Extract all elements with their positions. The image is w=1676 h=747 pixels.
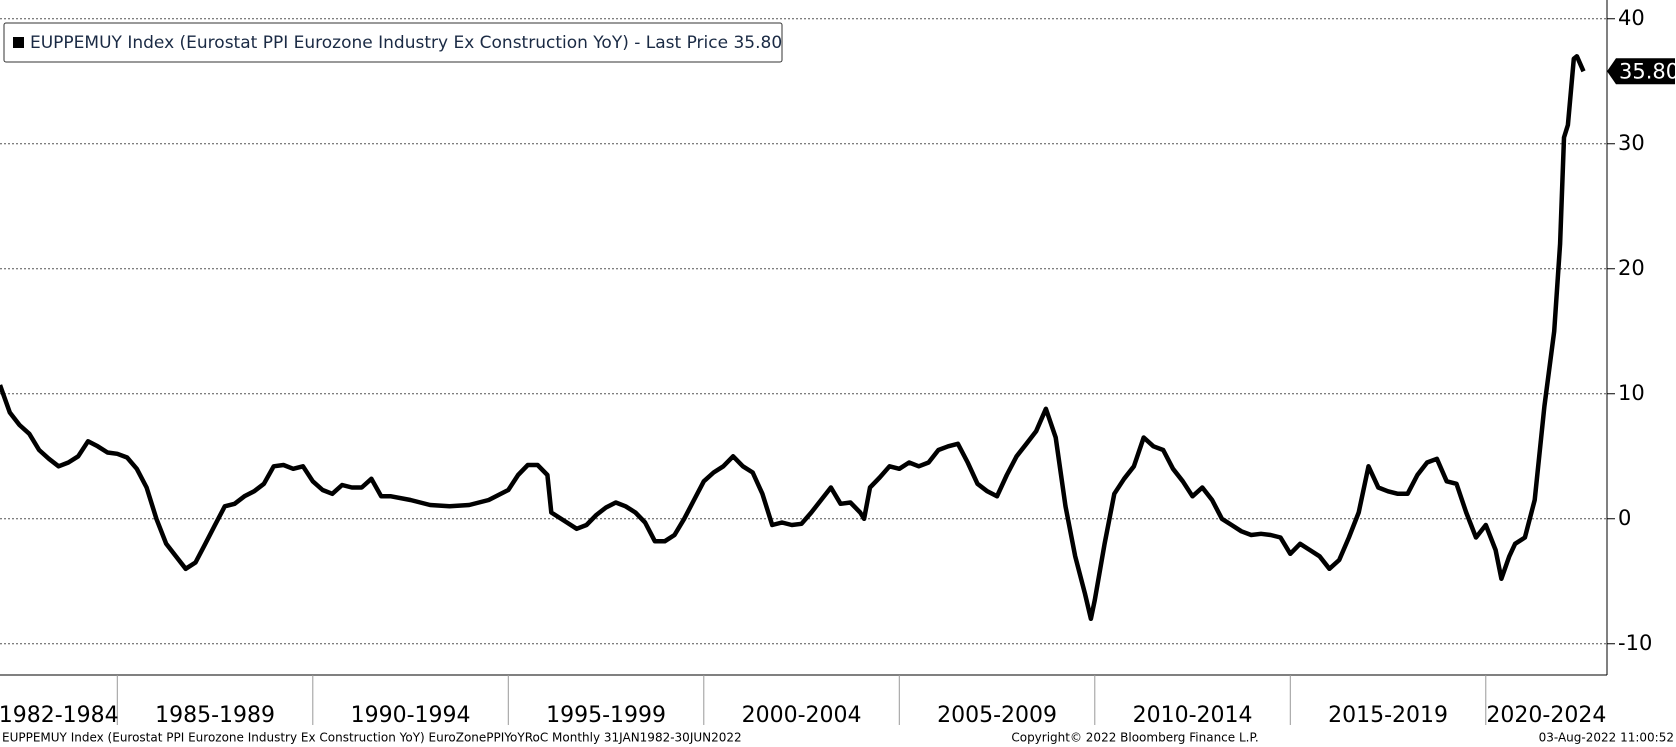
last-price-tag (1607, 58, 1675, 85)
footer-source: EUPPEMUY Index (Eurostat PPI Eurozone In… (2, 731, 742, 745)
y-tick-label: -10 (1618, 631, 1652, 655)
y-tick-label: 0 (1618, 506, 1631, 530)
x-tick-label: 1982-1984 (0, 703, 119, 728)
x-tick-label: 2005-2009 (937, 703, 1057, 728)
y-tick-label: 40 (1618, 6, 1645, 30)
x-tick-label: 1995-1999 (546, 703, 666, 728)
y-tick-label: 20 (1618, 256, 1645, 280)
last-price-label: 35.80 (1619, 59, 1676, 83)
x-tick-label: 1990-1994 (351, 703, 471, 728)
y-tick-label: 30 (1618, 131, 1645, 155)
footer-timestamp: 03-Aug-2022 11:00:52 (1539, 731, 1674, 745)
legend-label: EUPPEMUY Index (Eurostat PPI Eurozone In… (30, 33, 782, 53)
x-tick-label: 2010-2014 (1133, 703, 1253, 728)
legend-box (3, 22, 783, 63)
y-tick-label: 10 (1618, 381, 1645, 405)
x-tick-label: 2020-2024 (1486, 703, 1606, 728)
legend-swatch (13, 37, 24, 48)
x-tick-label: 1985-1989 (155, 703, 275, 728)
data-line (0, 54, 1586, 622)
x-tick-label: 2000-2004 (742, 703, 862, 728)
footer-copyright: Copyright© 2022 Bloomberg Finance L.P. (1011, 731, 1258, 745)
x-tick-label: 2015-2019 (1328, 703, 1448, 728)
